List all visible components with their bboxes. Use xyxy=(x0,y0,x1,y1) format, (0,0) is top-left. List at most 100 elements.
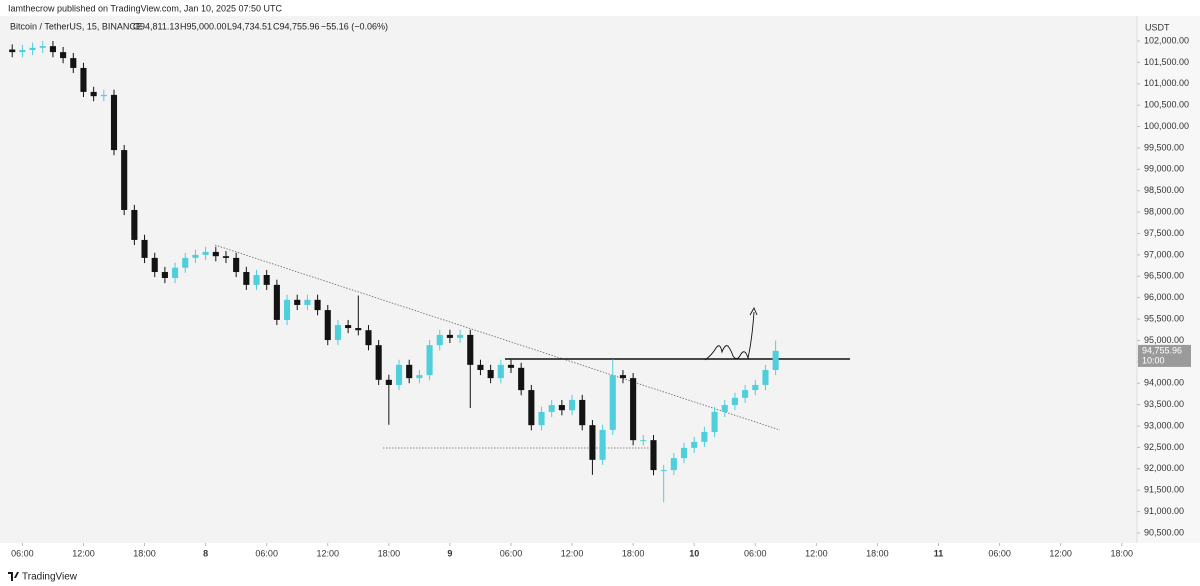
y-tick-label: 99,000.00 xyxy=(1144,164,1184,174)
candle-body xyxy=(436,334,443,346)
candle-body xyxy=(365,330,372,346)
y-tick-label: 92,000.00 xyxy=(1144,463,1184,473)
candle-body xyxy=(772,350,779,370)
candle-body xyxy=(80,67,87,92)
candle-body xyxy=(151,257,158,273)
candle-body xyxy=(538,411,545,426)
projection-arrow xyxy=(704,311,755,361)
ohlc-low: L94,734.51 xyxy=(227,21,272,31)
y-tick-label: 96,500.00 xyxy=(1144,271,1184,281)
candle-body xyxy=(711,411,718,433)
y-tick-label: 96,000.00 xyxy=(1144,292,1184,302)
candle-body xyxy=(19,49,26,53)
y-tick-label: 91,500.00 xyxy=(1144,485,1184,495)
candle-body xyxy=(752,384,759,391)
y-tick-label: 97,000.00 xyxy=(1144,249,1184,259)
candle-body xyxy=(9,49,16,53)
x-tick-label: 18:00 xyxy=(378,548,401,558)
candle-body xyxy=(467,334,474,365)
candle-body xyxy=(90,91,97,97)
candle-body xyxy=(406,364,413,379)
candle-body xyxy=(49,46,56,53)
x-tick-label: 9 xyxy=(447,548,452,558)
candle-body xyxy=(375,345,382,380)
candle-body xyxy=(548,405,555,412)
y-tick-label: 93,000.00 xyxy=(1144,420,1184,430)
publisher-line: Iamthecrow published on TradingView.com,… xyxy=(8,3,282,13)
brand-name: TradingView xyxy=(22,572,78,583)
candle-body xyxy=(345,325,352,329)
candle-body xyxy=(253,275,260,285)
candle-body xyxy=(172,267,179,279)
y-tick-label: 92,500.00 xyxy=(1144,442,1184,452)
candle-body xyxy=(131,209,138,240)
candle-body xyxy=(314,299,321,311)
candle-body xyxy=(100,94,107,97)
candle-body xyxy=(294,299,301,305)
candle-body xyxy=(599,429,606,460)
candle-body xyxy=(39,46,46,48)
candle-body xyxy=(395,364,403,385)
x-tick-label: 12:00 xyxy=(561,548,584,558)
candle-body xyxy=(609,375,616,430)
y-tick-label: 101,000.00 xyxy=(1144,78,1189,88)
candle-body xyxy=(721,405,728,412)
brand-logo xyxy=(8,572,19,581)
x-tick-label: 18:00 xyxy=(133,548,156,558)
candle-body xyxy=(742,390,749,398)
ohlc-open: O94,811.13 xyxy=(133,21,179,31)
x-tick-label: 12:00 xyxy=(1049,548,1072,558)
candle-body xyxy=(304,299,311,305)
y-tick-label: 91,000.00 xyxy=(1144,506,1184,516)
x-tick-label: 11 xyxy=(934,548,944,558)
candle-body xyxy=(660,470,667,472)
candle-body xyxy=(182,257,189,268)
candle-body xyxy=(222,256,230,258)
candle-body xyxy=(691,441,698,448)
y-tick-label: 97,500.00 xyxy=(1144,228,1184,238)
candle-body xyxy=(619,375,627,379)
candle-body xyxy=(762,369,769,385)
x-tick-label: 8 xyxy=(203,548,208,558)
ohlc-close: C94,755.96 xyxy=(273,21,320,31)
candle-body xyxy=(29,47,36,50)
candle-body xyxy=(589,425,596,460)
candle-body xyxy=(355,328,362,331)
x-tick-label: 06:00 xyxy=(11,548,34,558)
candle-body xyxy=(273,284,280,320)
x-tick-label: 06:00 xyxy=(500,548,523,558)
price-axis-background xyxy=(1137,16,1200,543)
candle-body xyxy=(324,310,331,341)
candle-body xyxy=(640,440,647,442)
candle-body xyxy=(558,405,565,411)
y-tick-label: 102,000.00 xyxy=(1144,35,1189,45)
candle-body xyxy=(121,150,128,210)
x-tick-label: 10 xyxy=(689,548,699,558)
y-tick-label: 98,000.00 xyxy=(1144,206,1184,216)
plot-background xyxy=(0,16,1137,543)
x-tick-label: 12:00 xyxy=(805,548,828,558)
candle-body xyxy=(487,369,494,379)
y-tick-label: 101,500.00 xyxy=(1144,57,1189,67)
candle-body xyxy=(233,257,240,273)
candle-body xyxy=(569,399,576,411)
candle-body xyxy=(161,272,168,279)
last-price-box xyxy=(1138,344,1191,367)
candle-body xyxy=(477,364,484,370)
symbol: Bitcoin / TetherUS, 15, BINANCE xyxy=(10,21,142,31)
candle-body xyxy=(731,397,738,406)
x-tick-label: 18:00 xyxy=(1110,548,1133,558)
candle-body xyxy=(507,364,515,368)
candle-body xyxy=(385,379,392,385)
y-tick-label: 99,500.00 xyxy=(1144,142,1184,152)
candle-body xyxy=(650,440,657,471)
candle-body xyxy=(497,364,504,379)
candle-body xyxy=(60,52,67,59)
x-tick-label: 06:00 xyxy=(255,548,278,558)
candle-body xyxy=(528,390,535,426)
candle-body xyxy=(243,272,250,285)
candle-body xyxy=(701,432,708,442)
candle-body xyxy=(263,275,270,285)
last-price-label: 94,755.96 xyxy=(1142,345,1182,355)
